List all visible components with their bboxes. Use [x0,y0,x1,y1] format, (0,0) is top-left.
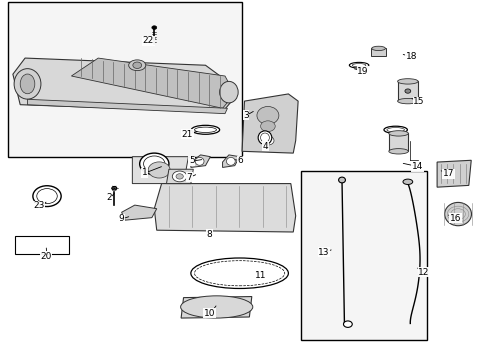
Text: 9: 9 [119,214,124,223]
Bar [8,3,242,157]
Ellipse shape [191,125,219,134]
Text: 18: 18 [405,53,417,62]
Text: 10: 10 [203,309,215,318]
Ellipse shape [260,133,269,142]
Ellipse shape [33,186,61,207]
Text: 11: 11 [254,271,266,280]
Ellipse shape [152,26,157,30]
Text: 20: 20 [41,252,52,261]
Text: 16: 16 [449,214,461,223]
Polygon shape [132,157,188,184]
Ellipse shape [351,64,365,67]
Ellipse shape [128,60,145,71]
Polygon shape [436,160,470,187]
Polygon shape [27,99,227,114]
Text: 5: 5 [188,157,194,166]
Polygon shape [154,184,295,232]
Text: 12: 12 [417,268,429,277]
Ellipse shape [388,149,407,154]
Ellipse shape [143,156,164,172]
Text: 15: 15 [412,97,424,106]
Ellipse shape [397,79,417,84]
Ellipse shape [148,162,170,178]
Ellipse shape [195,157,203,165]
Bar [15,235,69,253]
Text: 23: 23 [33,201,44,210]
Text: 2: 2 [106,193,112,202]
Ellipse shape [261,136,273,145]
Ellipse shape [14,69,41,99]
Ellipse shape [444,202,470,226]
Polygon shape [242,94,298,153]
Ellipse shape [112,186,117,190]
Ellipse shape [140,153,168,175]
Text: 17: 17 [442,169,453,178]
Bar [300,171,427,339]
Ellipse shape [133,62,142,68]
Ellipse shape [371,46,385,50]
Text: 7: 7 [186,173,192,182]
Ellipse shape [348,62,368,68]
Text: 14: 14 [411,162,423,171]
Text: 19: 19 [357,67,368,76]
Polygon shape [71,58,234,108]
Polygon shape [13,58,234,112]
Text: 13: 13 [318,248,329,257]
Ellipse shape [219,81,238,103]
Ellipse shape [343,321,351,327]
Ellipse shape [402,179,412,184]
Ellipse shape [180,296,252,318]
Text: 21: 21 [182,130,193,139]
Text: 3: 3 [243,111,248,120]
Ellipse shape [194,127,216,132]
Text: 4: 4 [262,142,268,151]
Text: 8: 8 [206,230,212,239]
Ellipse shape [397,98,417,104]
Ellipse shape [172,171,186,182]
Ellipse shape [176,174,183,179]
Bar [388,134,407,151]
Polygon shape [181,297,251,318]
Ellipse shape [338,177,345,183]
Ellipse shape [383,126,407,134]
Text: 22: 22 [142,36,154,45]
Ellipse shape [404,89,410,93]
Ellipse shape [20,74,35,94]
Ellipse shape [256,107,278,125]
Ellipse shape [190,258,288,288]
Ellipse shape [226,157,235,165]
Polygon shape [122,205,157,220]
Bar [370,48,385,56]
Ellipse shape [388,131,407,136]
Ellipse shape [258,131,271,144]
Polygon shape [166,169,193,184]
Polygon shape [190,155,210,167]
Ellipse shape [386,128,404,132]
Ellipse shape [37,189,57,204]
Ellipse shape [260,121,275,132]
Text: 6: 6 [237,157,243,166]
Text: 1: 1 [142,168,147,177]
Bar [397,81,417,101]
Polygon shape [222,155,239,167]
